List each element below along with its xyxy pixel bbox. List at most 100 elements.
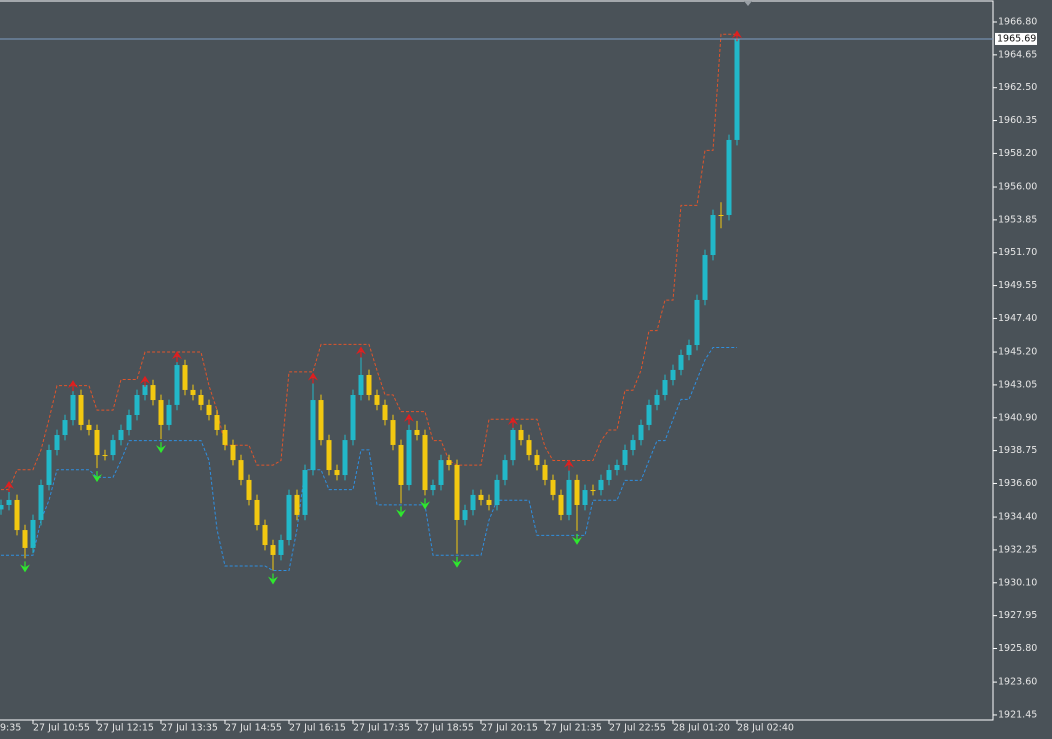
candle-body	[14, 499, 20, 531]
candle-body	[246, 479, 252, 500]
candle-body	[94, 429, 100, 456]
candle-body	[726, 139, 732, 215]
buy-arrow	[20, 561, 30, 573]
sell-arrow	[732, 30, 742, 42]
candle-body	[86, 424, 92, 430]
candle-body	[430, 484, 436, 491]
candle-body	[126, 415, 132, 430]
candle-body	[318, 400, 324, 441]
sell-arrow	[4, 480, 14, 492]
candle-body	[222, 429, 228, 445]
candle-body	[518, 429, 524, 441]
candle-body	[278, 540, 284, 555]
candle-body	[446, 460, 452, 465]
candle-body	[390, 420, 396, 445]
candle-body	[350, 394, 356, 441]
candle-body	[46, 450, 52, 485]
y-tick-label: 1956.00	[998, 182, 1037, 193]
candle-body	[326, 440, 332, 471]
candle-body	[630, 440, 636, 450]
y-tick-label: 1923.60	[998, 677, 1037, 688]
candle-body	[374, 394, 380, 405]
candle-body	[38, 484, 44, 520]
x-tick-label: 27 Jul 10:55	[33, 723, 90, 734]
x-tick-label: 27 Jul 20:15	[481, 723, 538, 734]
candle-body	[214, 415, 220, 430]
candle-body	[118, 429, 124, 441]
candle-body	[662, 380, 668, 395]
x-tick-label: 27 Jul 18:55	[417, 723, 474, 734]
y-tick-label: 1966.80	[998, 17, 1037, 28]
candle-body	[22, 530, 28, 548]
buy-arrow	[452, 556, 462, 568]
candle-body	[710, 214, 716, 256]
x-tick-label: 27 Jul 16:15	[289, 723, 346, 734]
candle-body	[678, 354, 684, 370]
candle-body	[734, 38, 740, 140]
y-tick-label: 1949.55	[998, 280, 1037, 291]
candle-body	[406, 429, 412, 485]
y-tick-label: 1927.95	[998, 610, 1037, 621]
candle-body	[646, 404, 652, 425]
plot-area	[0, 30, 742, 585]
candle-body	[438, 460, 444, 485]
sell-arrow	[140, 375, 150, 387]
sell-arrow	[172, 351, 182, 363]
sell-arrow	[508, 416, 518, 428]
candle-body	[110, 440, 116, 456]
candle-body	[238, 460, 244, 480]
candle-body	[590, 490, 596, 492]
candle-body	[358, 374, 364, 395]
candle-body	[462, 510, 468, 520]
y-tick-label: 1943.05	[998, 379, 1037, 390]
x-tick-label: 27 Jul 17:35	[353, 723, 410, 734]
y-tick-label: 1925.80	[998, 643, 1037, 654]
x-tick-label: 27 Jul 22:55	[609, 723, 666, 734]
candle-body	[486, 499, 492, 506]
candle-body	[190, 389, 196, 395]
y-tick-label: 1936.60	[998, 478, 1037, 489]
y-tick-label: 1945.20	[998, 347, 1037, 358]
x-tick-label: 27 Jul 21:35	[545, 723, 602, 734]
candle-body	[206, 404, 212, 416]
y-tick-label: 1934.40	[998, 512, 1037, 523]
candle-body	[382, 404, 388, 421]
candle-body	[478, 494, 484, 500]
candle-body	[142, 385, 148, 395]
candle-body	[262, 525, 268, 546]
candle-body	[622, 450, 628, 465]
candle-body	[294, 494, 300, 515]
buy-arrow	[572, 533, 582, 545]
sell-arrow	[564, 459, 574, 471]
y-tick-label: 1947.40	[998, 313, 1037, 324]
candle-body	[526, 440, 532, 456]
candle-body	[54, 435, 60, 450]
candle-body	[150, 385, 156, 401]
candle-body	[598, 479, 604, 491]
price-label: 1965.69	[997, 33, 1036, 44]
candle-body	[302, 470, 308, 515]
candle-body	[574, 479, 580, 506]
candle-body	[422, 435, 428, 491]
candle-body	[174, 365, 180, 405]
candle-body	[254, 499, 260, 526]
candle-body	[542, 464, 548, 480]
candle-body	[494, 479, 500, 506]
candle-body	[182, 365, 188, 390]
y-tick-label: 1932.25	[998, 544, 1037, 555]
sell-arrow	[68, 380, 78, 392]
candle-body	[638, 424, 644, 441]
candle-body	[62, 420, 68, 436]
candle-body	[70, 394, 76, 421]
sell-arrow	[308, 372, 318, 384]
buy-arrow	[420, 498, 430, 510]
y-tick-label: 1951.70	[998, 247, 1037, 258]
sell-arrow	[356, 346, 366, 358]
x-tick-label: 28 Jul 01:20	[673, 723, 730, 734]
candle-body	[414, 429, 420, 436]
shift-marker	[744, 1, 752, 6]
channel-line	[1, 33, 737, 491]
